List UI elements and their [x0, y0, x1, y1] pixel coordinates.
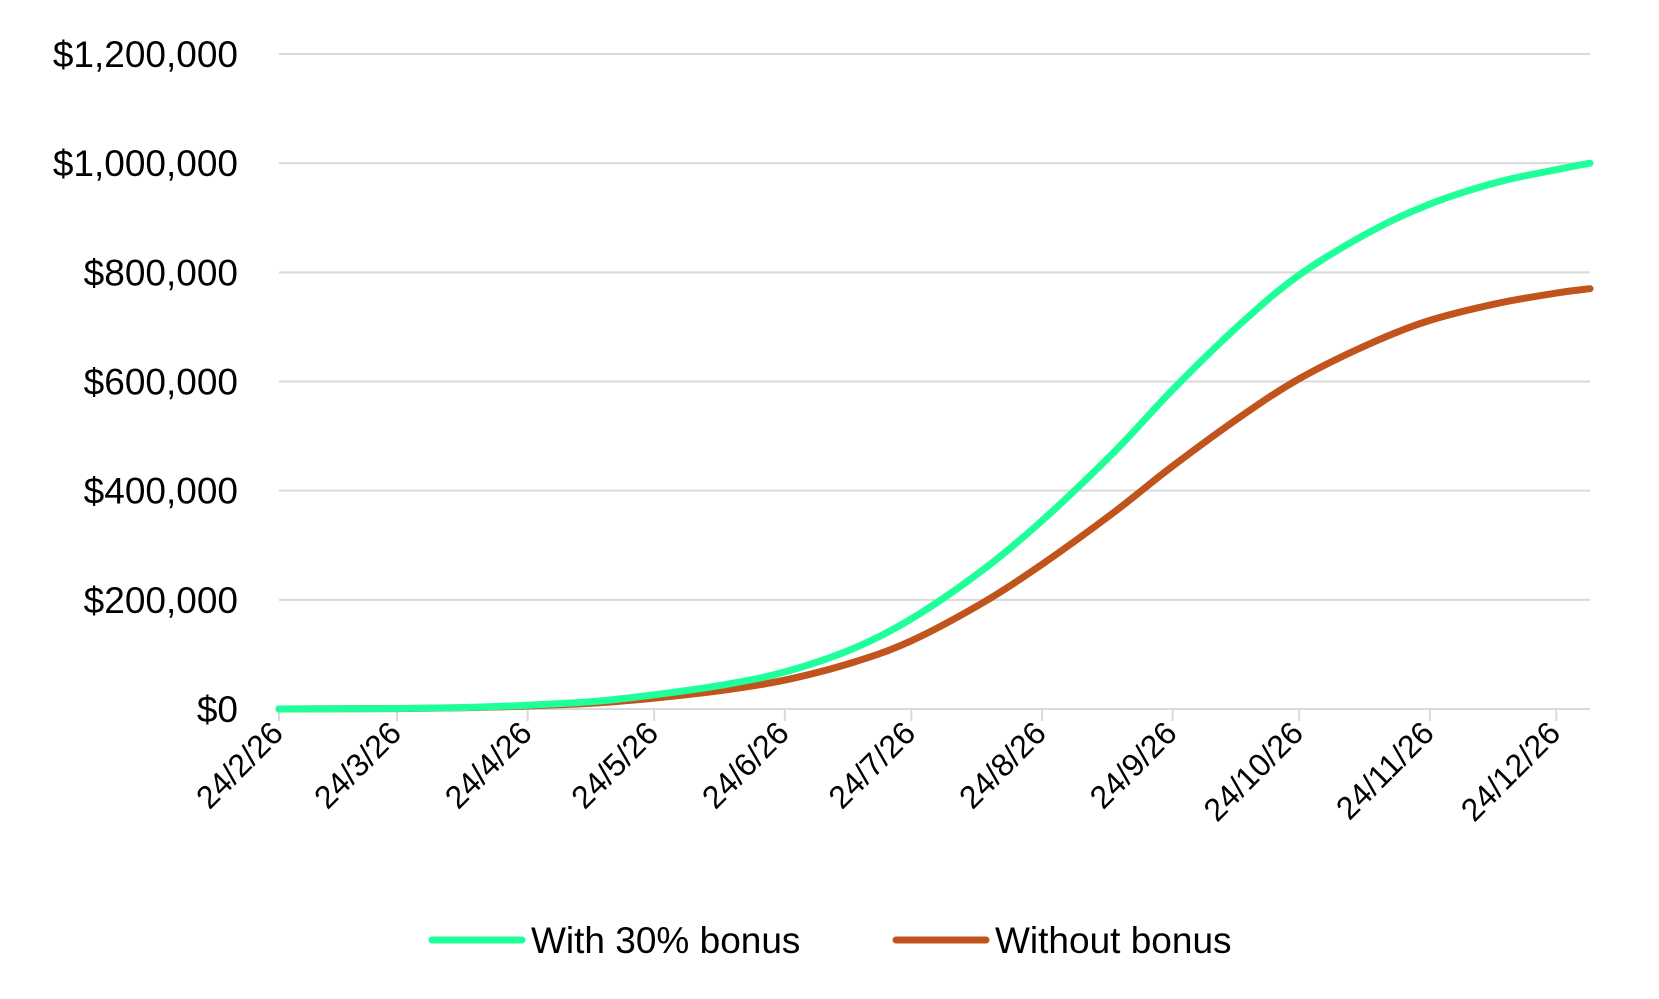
x-tick-label: 24/5/26 — [564, 714, 665, 815]
series-lines — [275, 159, 1594, 713]
x-tick-label: 24/9/26 — [1083, 714, 1184, 815]
x-tick-label: 24/6/26 — [695, 714, 796, 815]
x-tick-label: 24/10/26 — [1197, 714, 1311, 828]
y-tick-label: $800,000 — [84, 252, 238, 293]
y-tick-label: $400,000 — [84, 471, 238, 512]
legend-item-with-bonus[interactable]: With 30% bonus — [428, 920, 800, 961]
y-tick-label: $1,200,000 — [53, 34, 238, 75]
y-axis-labels: $0 $200,000 $400,000 $600,000 $800,000 $1,000… — [53, 34, 238, 730]
x-tick-label: 24/12/26 — [1454, 714, 1568, 828]
gridlines — [279, 53, 1590, 601]
y-tick-label: $1,000,000 — [53, 143, 238, 184]
y-tick-label: $600,000 — [84, 362, 238, 403]
x-tick-label: 24/3/26 — [307, 714, 408, 815]
x-tick-label: 24/8/26 — [952, 714, 1053, 815]
y-tick-label: $0 — [197, 689, 238, 730]
x-tick-label: 24/11/26 — [1329, 714, 1441, 826]
x-tick-label: 24/7/26 — [821, 714, 922, 815]
x-tick-label: 24/4/26 — [438, 714, 539, 815]
legend-item-without-bonus[interactable]: Without bonus — [892, 920, 1232, 961]
y-tick-label: $200,000 — [84, 580, 238, 621]
x-axis-labels: 24/2/26 24/3/26 24/4/26 24/5/26 24/6/26 24/7/… — [189, 714, 1567, 828]
legend-label-without-bonus: Without bonus — [995, 920, 1232, 961]
legend: With 30% bonus Without bonus — [428, 920, 1232, 961]
legend-label-with-bonus: With 30% bonus — [531, 920, 800, 961]
series-line-without-bonus — [275, 285, 1594, 713]
series-line-with-bonus — [275, 159, 1594, 713]
